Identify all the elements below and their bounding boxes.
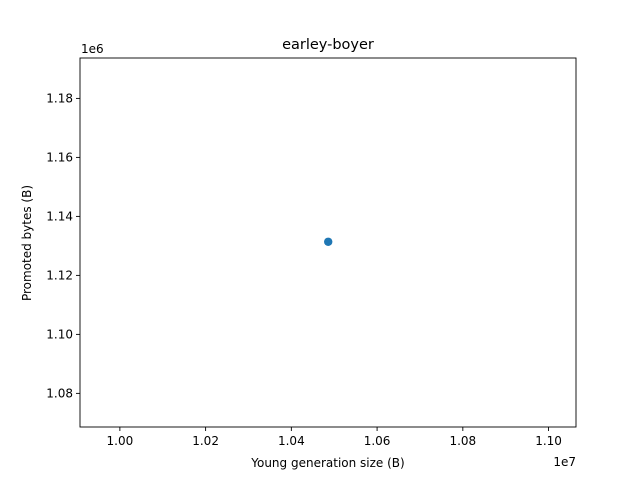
data-point [324, 237, 333, 246]
x-tick-label: 1.00 [107, 434, 134, 448]
x-offset-label: 1e7 [553, 455, 576, 469]
y-offset-label: 1e6 [81, 42, 104, 56]
x-tick-label: 1.06 [364, 434, 391, 448]
y-tick-label: 1.16 [46, 150, 73, 164]
chart-title: earley-boyer [282, 37, 374, 53]
y-tick-label: 1.18 [46, 91, 73, 105]
y-tick-label: 1.08 [46, 386, 73, 400]
y-tick-label: 1.12 [46, 268, 73, 282]
x-tick-label: 1.04 [278, 434, 305, 448]
axes-group: 1.00 1.02 1.04 1.06 1.08 1.10 1.08 1.10 1.12 1.14… [46, 57, 577, 448]
x-tick-label: 1.02 [192, 434, 219, 448]
y-axis-label: Promoted bytes (B) [20, 185, 34, 301]
plot-frame [79, 57, 577, 428]
x-tick-label: 1.08 [449, 434, 476, 448]
y-tick-label: 1.14 [46, 209, 73, 223]
x-tick-label: 1.10 [535, 434, 562, 448]
x-axis-label: Young generation size (B) [250, 456, 404, 470]
y-tick-label: 1.10 [46, 327, 73, 341]
